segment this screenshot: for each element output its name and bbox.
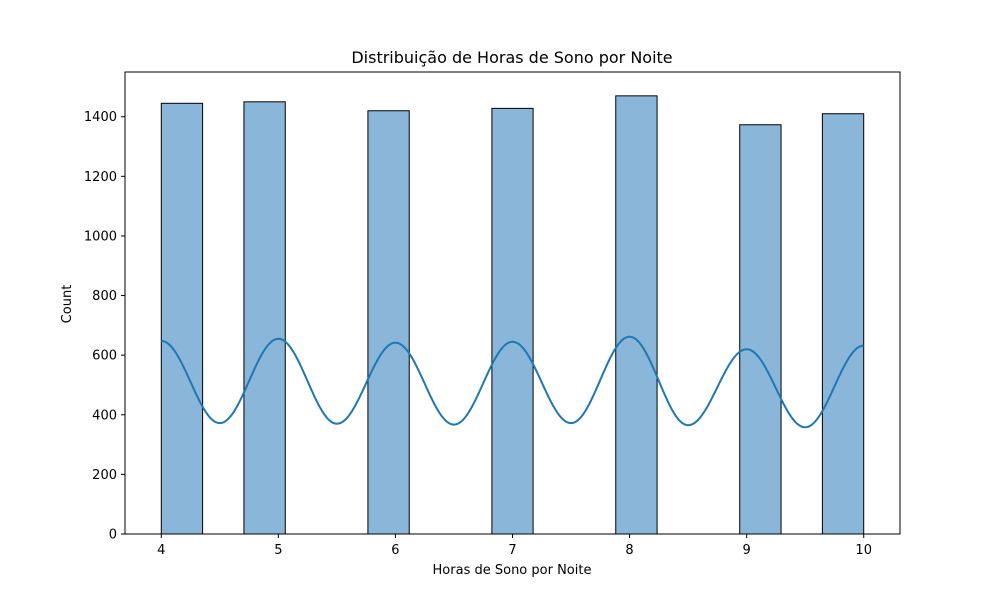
histogram-bar (615, 95, 658, 535)
x-tick-label: 7 (508, 543, 516, 558)
chart-title: Distribuição de Horas de Sono por Noite (351, 48, 672, 67)
histogram-bar (739, 124, 782, 535)
y-tick-label: 0 (109, 528, 117, 543)
x-axis-title: Horas de Sono por Noite (433, 563, 592, 578)
histogram-bar (821, 113, 865, 535)
axes-layer: 4 5 6 7 8 9 10 0 200 400 600 800 1000 1200 1400 (84, 71, 901, 558)
y-tick-label: 1400 (84, 110, 117, 125)
kde-line (161, 335, 864, 429)
bars-layer (160, 95, 865, 535)
y-tick-label: 200 (92, 468, 117, 483)
y-tick-label: 600 (92, 349, 117, 364)
x-tick-label: 9 (742, 543, 750, 558)
y-tick-label: 800 (92, 289, 117, 304)
y-axis-title: Count (60, 285, 75, 324)
histogram-bar (243, 101, 286, 535)
x-tick-label: 10 (855, 543, 872, 558)
histogram-bar (160, 102, 204, 535)
y-tick-label: 1200 (84, 170, 117, 185)
y-tick-label: 400 (92, 408, 117, 423)
x-tick-label: 4 (157, 543, 165, 558)
x-tick-label: 8 (625, 543, 633, 558)
histogram-bar (491, 107, 534, 535)
y-tick-label: 1000 (84, 229, 117, 244)
x-tick-label: 5 (274, 543, 282, 558)
x-tick-label: 6 (391, 543, 399, 558)
histogram-bar (367, 110, 410, 535)
kde-layer (161, 335, 864, 429)
